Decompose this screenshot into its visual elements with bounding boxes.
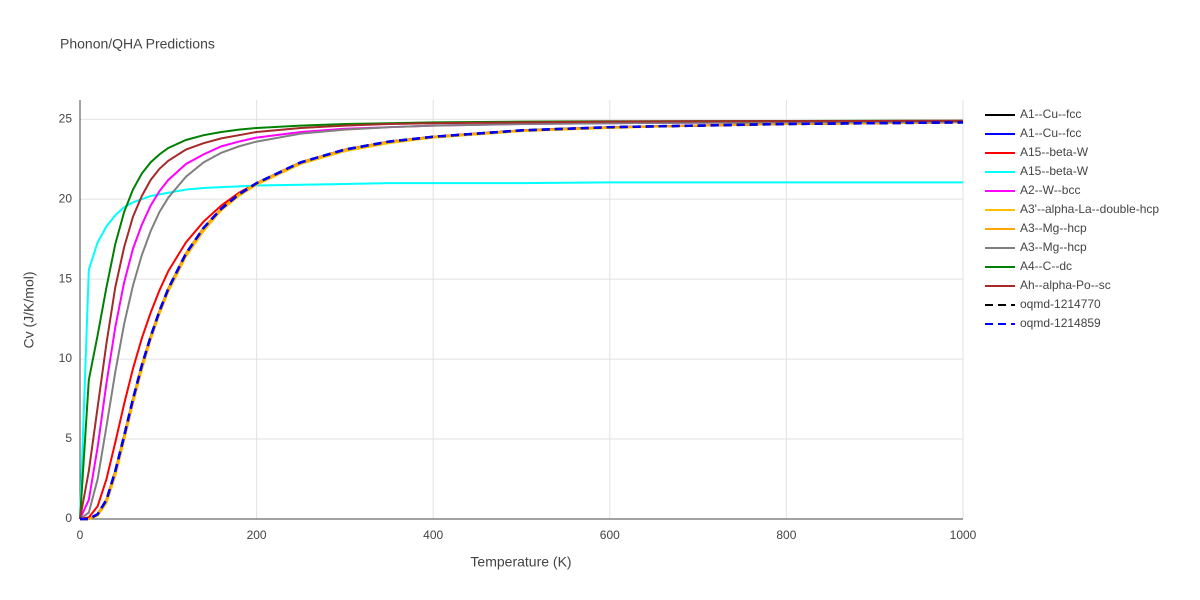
x-tick-label: 0 bbox=[77, 528, 84, 542]
series-line bbox=[79, 120, 964, 520]
series-line bbox=[79, 119, 964, 520]
legend-label: A4--C--dc bbox=[1020, 259, 1072, 273]
x-tick-label: 600 bbox=[600, 528, 620, 542]
chart-title: Phonon/QHA Predictions bbox=[60, 36, 215, 52]
x-axis-title: Temperature (K) bbox=[470, 554, 571, 570]
y-axis-title: Cv (J/K/mol) bbox=[21, 272, 37, 349]
legend-label: A3--Mg--hcp bbox=[1020, 240, 1087, 254]
legend-label: A15--beta-W bbox=[1020, 164, 1089, 178]
legend-label: oqmd-1214770 bbox=[1020, 297, 1101, 311]
legend-label: A3'--alpha-La--double-hcp bbox=[1020, 202, 1159, 216]
legend-label: A15--beta-W bbox=[1020, 145, 1089, 159]
x-tick-label: 800 bbox=[776, 528, 796, 542]
legend-label: A3--Mg--hcp bbox=[1020, 221, 1087, 235]
series-line bbox=[79, 119, 963, 520]
legend-label: A1--Cu--fcc bbox=[1020, 107, 1081, 121]
legend-label: Ah--alpha-Po--sc bbox=[1020, 278, 1111, 292]
y-tick-label: 25 bbox=[59, 111, 73, 125]
y-tick-label: 15 bbox=[59, 271, 73, 285]
y-tick-label: 10 bbox=[59, 351, 73, 365]
series-line bbox=[79, 181, 963, 520]
x-tick-label: 400 bbox=[423, 528, 443, 542]
legend-label: oqmd-1214859 bbox=[1020, 316, 1101, 330]
y-tick-label: 20 bbox=[59, 191, 73, 205]
x-tick-label: 200 bbox=[247, 528, 267, 542]
legend-label: A1--Cu--fcc bbox=[1020, 126, 1081, 140]
series-line bbox=[80, 121, 964, 521]
y-tick-label: 0 bbox=[65, 511, 72, 525]
x-tick-label: 1000 bbox=[950, 528, 977, 542]
legend-label: A2--W--bcc bbox=[1020, 183, 1080, 197]
y-tick-label: 5 bbox=[65, 431, 72, 445]
